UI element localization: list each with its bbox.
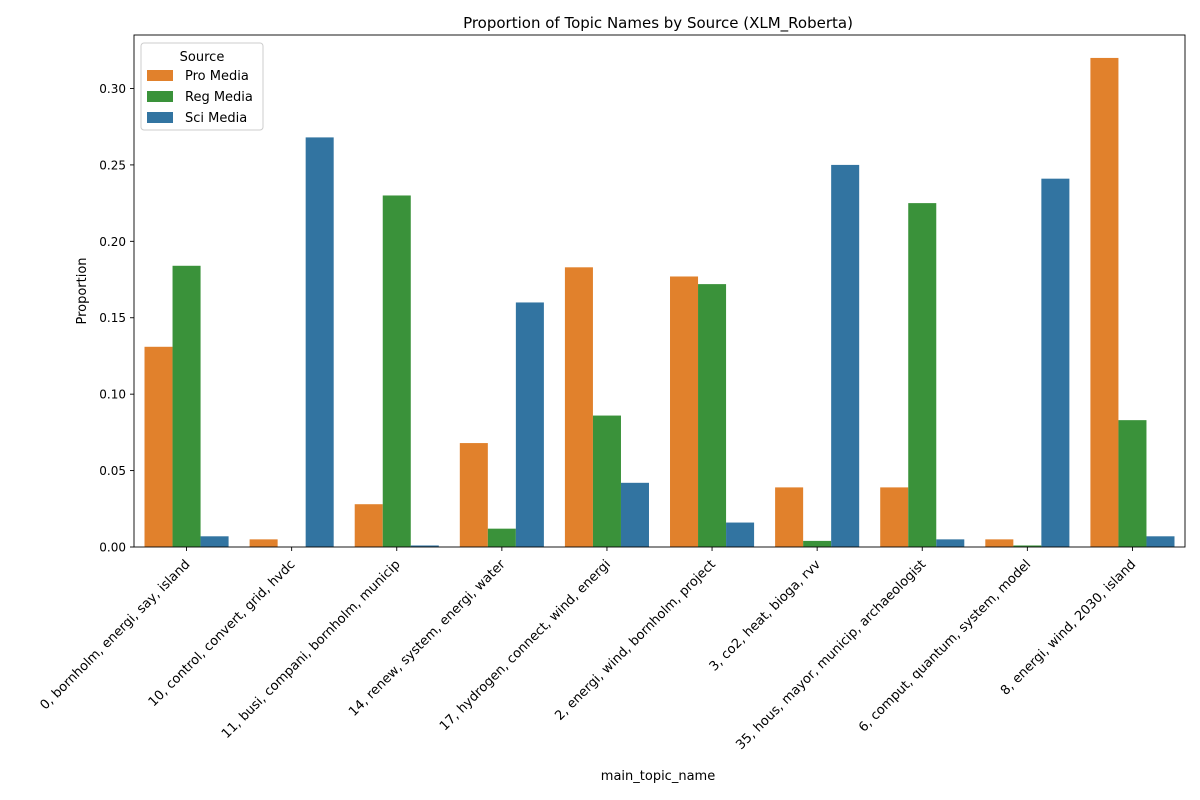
bar-sci-media — [726, 522, 755, 547]
bar-pro-media — [564, 267, 593, 547]
bar-pro-media — [249, 539, 278, 547]
bar-reg-media — [382, 195, 411, 548]
bar-sci-media — [305, 137, 334, 547]
y-tick-label: 0.15 — [99, 311, 126, 325]
bar-sci-media — [410, 545, 439, 547]
legend-label: Pro Media — [185, 69, 249, 84]
bar-pro-media — [1090, 57, 1119, 548]
bar-sci-media — [620, 482, 649, 547]
x-tick-label: 6, comput, quantum, system, model — [856, 557, 1034, 735]
bar-reg-media — [592, 415, 621, 547]
y-tick-label: 0.10 — [99, 388, 126, 402]
legend-title: Source — [180, 50, 225, 65]
y-axis: 0.00 0.05 0.10 0.15 0.20 0.25 0.30 — [99, 82, 134, 555]
y-tick-label: 0.05 — [99, 464, 126, 478]
bar-reg-media — [698, 284, 727, 547]
bar-sci-media — [936, 539, 965, 547]
bar-reg-media — [803, 540, 832, 547]
bar-reg-media — [487, 528, 516, 547]
chart-title: Proportion of Topic Names by Source (XLM… — [463, 14, 853, 33]
bar-pro-media — [144, 346, 173, 547]
legend-box — [140, 42, 264, 131]
x-tick-label: 17, hydrogen, connect, wind, energi — [437, 557, 614, 734]
legend: Source Pro Media Reg Media Sci Media — [140, 42, 264, 131]
bar-sci-media — [515, 302, 544, 547]
legend-swatch — [147, 91, 173, 102]
legend-swatch — [147, 70, 173, 81]
bar-sci-media — [831, 164, 860, 547]
x-tick-label: 35, hous, mayor, municip, archaeologist — [733, 557, 929, 753]
bar-reg-media — [908, 203, 937, 547]
bar-pro-media — [985, 539, 1014, 547]
y-tick-label: 0.20 — [99, 235, 126, 249]
bar-pro-media — [354, 504, 383, 547]
x-axis-label: main_topic_name — [601, 769, 715, 784]
bars-group — [144, 57, 1175, 548]
bar-pro-media — [880, 487, 909, 547]
bar-sci-media — [1146, 536, 1175, 547]
bar-reg-media — [172, 265, 201, 547]
bar-sci-media — [200, 536, 229, 547]
legend-label: Reg Media — [185, 90, 253, 105]
plot-frame — [133, 34, 1186, 548]
legend-label: Sci Media — [185, 111, 247, 126]
legend-swatch — [147, 112, 173, 123]
x-tick-label: 3, co2, heat, bioga, rvv — [707, 557, 824, 674]
bar-reg-media — [1013, 545, 1042, 547]
bar-pro-media — [775, 487, 804, 547]
y-axis-label: Proportion — [75, 257, 90, 324]
y-tick-label: 0.25 — [99, 158, 126, 172]
bar-pro-media — [670, 276, 699, 547]
bar-pro-media — [459, 443, 488, 547]
y-tick-label: 0.30 — [99, 82, 126, 96]
y-tick-label: 0.00 — [99, 541, 126, 555]
bar-sci-media — [1041, 178, 1070, 548]
x-tick-label: 11, busi, compani, bornholm, municip — [219, 557, 404, 742]
bar-reg-media — [1118, 420, 1147, 547]
